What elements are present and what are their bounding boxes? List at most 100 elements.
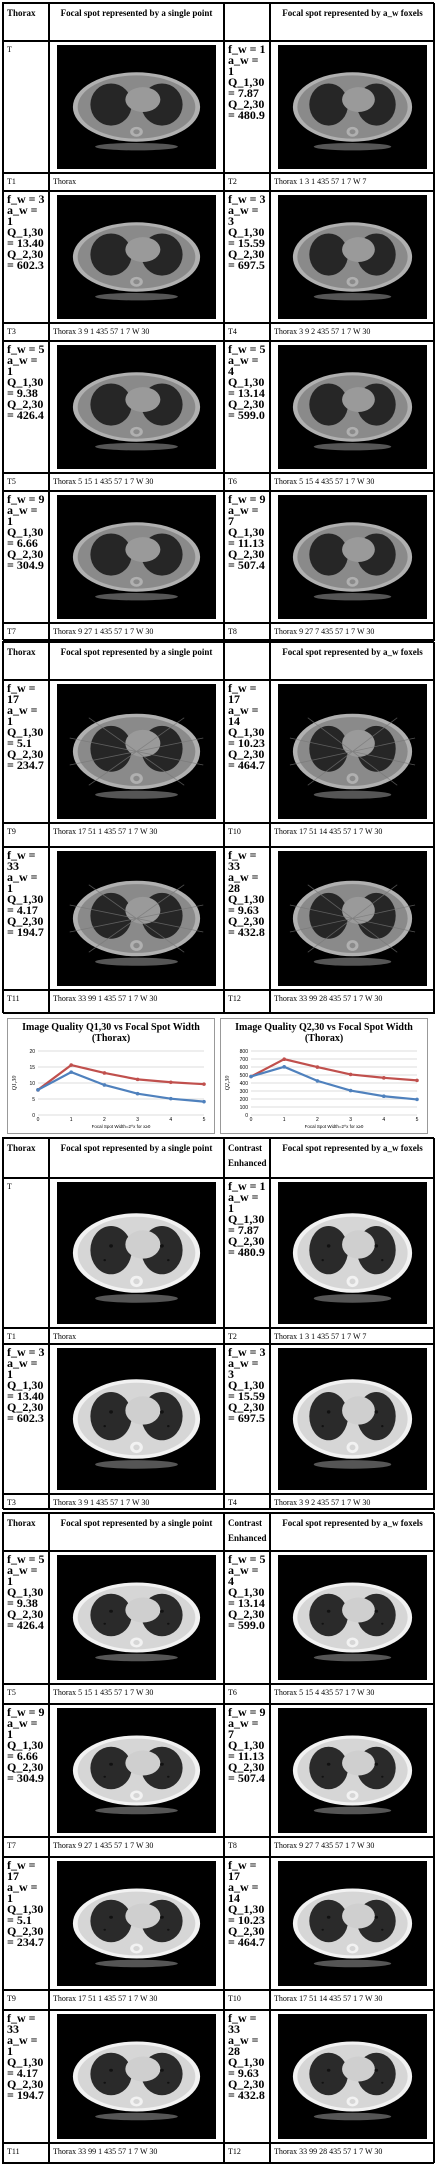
param-line: Q_2,30 = 697.5: [228, 247, 265, 272]
data-point: [135, 1077, 140, 1082]
param-line: Q_2,30 = 426.4: [7, 1607, 44, 1632]
header-thorax: Thorax: [3, 642, 49, 680]
image-cell-right: [270, 341, 435, 473]
param-cell-left: T: [3, 1178, 49, 1328]
image-caption: Thorax 9 27 1 435 57 1 7 W 30: [49, 1837, 224, 1857]
param-cell-left: f_w = 3 a_w = 1 Q_1,30 = 13.40 Q_2,30 = 602…: [3, 1344, 49, 1494]
param-line: Q_2,30 = 464.7: [228, 747, 265, 772]
x-axis-label: Focal Spot Width=2^x for x≥0: [305, 1124, 364, 1129]
data-point: [36, 1088, 40, 1092]
param-line: Q_1,30 = 7.87: [228, 1212, 265, 1237]
param-line: Q_1,30 = 9.38: [7, 375, 44, 400]
param-line: Q_1,30 = 4.17: [7, 2055, 44, 2080]
image-cell-left: [49, 341, 224, 473]
x-tick-label: 1: [70, 1117, 73, 1123]
param-line: Q_2,30 = 234.7: [7, 1924, 44, 1949]
param-cell-right: f_w = 33 a_w = 28 Q_1,30 = 9.63 Q_2,30 = 43…: [224, 847, 270, 990]
image-caption: Thorax 5 15 1 435 57 1 7 W 30: [49, 1684, 224, 1704]
data-point: [415, 1097, 419, 1102]
image-cell-right: [270, 2010, 435, 2143]
y-tick-label: 15: [29, 1065, 35, 1071]
image-id: T3: [3, 1494, 49, 1510]
param-line: f_w = 17: [7, 681, 36, 706]
param-line: Q_1,30 = 11.13: [228, 1738, 265, 1763]
image-id: T1: [3, 1328, 49, 1344]
image-caption: Thorax 1 3 1 435 57 1 7 W 7: [270, 173, 435, 191]
image-id: T11: [3, 2143, 49, 2163]
param-line: f_w = 1: [228, 42, 266, 56]
param-line: Q_1,30 = 6.66: [7, 525, 44, 550]
image-cell-left: [49, 2010, 224, 2143]
series-line: [250, 1058, 418, 1082]
param-line: f_w = 17: [7, 1858, 36, 1883]
ct-image-foxels: [278, 345, 427, 469]
ct-image-foxels: [278, 1182, 427, 1324]
image-id: T6: [224, 473, 270, 491]
param-cell-right: f_w = 3 a_w = 3 Q_1,30 = 15.59 Q_2,30 = 697…: [224, 191, 270, 323]
header-thorax: Thorax: [3, 1138, 49, 1178]
param-line: Q_2,30 = 602.3: [7, 1400, 44, 1425]
param-line: a_w = 1: [7, 503, 38, 528]
image-id: T4: [224, 1494, 270, 1510]
data-point: [348, 1072, 353, 1077]
param-cell-left: T: [3, 41, 49, 173]
param-line: Q_1,30 = 15.59: [228, 1378, 265, 1403]
image-id: T1: [3, 173, 49, 191]
image-caption: Thorax 9 27 1 435 57 1 7 W 30: [49, 623, 224, 641]
param-line: Q_1,30 = 10.23: [228, 725, 265, 750]
data-point: [69, 1063, 73, 1067]
image-id: T5: [3, 1684, 49, 1704]
param-line: f_w = 33: [228, 848, 257, 873]
x-tick-label: 0: [37, 1117, 40, 1123]
x-tick-label: 2: [103, 1117, 106, 1123]
param-line: f_w = 1: [228, 1179, 266, 1193]
param-cell-left: f_w = 5 a_w = 1 Q_1,30 = 9.38 Q_2,30 = 426.…: [3, 1551, 49, 1684]
x-tick-label: 0: [250, 1117, 253, 1123]
y-tick-label: 300: [240, 1089, 249, 1095]
y-tick-label: 5: [32, 1097, 35, 1103]
ct-image-single-point: [57, 345, 216, 469]
image-caption: Thorax 33 99 1 435 57 1 7 W 30: [49, 2143, 224, 2163]
image-caption: Thorax 3 9 2 435 57 1 7 W 30: [270, 1494, 435, 1510]
param-cell-left: f_w = 33 a_w = 1 Q_1,30 = 4.17 Q_2,30 = 194…: [3, 2010, 49, 2143]
y-tick-label: 0: [32, 1113, 35, 1119]
image-cell-left: [49, 1344, 224, 1494]
data-point: [169, 1096, 173, 1101]
y-tick-label: 20: [29, 1049, 35, 1055]
y-tick-label: 800: [240, 1049, 249, 1055]
param-cell-right: f_w = 9 a_w = 7 Q_1,30 = 11.13 Q_2,30 = 507…: [224, 1704, 270, 1837]
data-point: [382, 1094, 386, 1099]
param-line: a_w = 7: [228, 503, 259, 528]
image-cell-left: [49, 1704, 224, 1837]
ct-image-foxels: [278, 851, 427, 986]
param-line: Q_2,30 = 194.7: [7, 2077, 44, 2102]
param-line: Q_1,30 = 5.1: [7, 1902, 44, 1927]
y-tick-label: 400: [240, 1081, 249, 1087]
image-caption: Thorax 3 9 1 435 57 1 7 W 30: [49, 1494, 224, 1510]
param-line: f_w = 33: [7, 2011, 36, 2036]
param-line: a_w = 28: [228, 870, 259, 895]
image-cell-left: [49, 41, 224, 173]
param-line: a_w = 1: [7, 870, 38, 895]
param-line: Q_2,30 = 426.4: [7, 397, 44, 422]
image-cell-left: [49, 1178, 224, 1328]
param-line: a_w = 1: [7, 203, 38, 228]
x-tick-label: 4: [382, 1117, 385, 1123]
param-line: a_w = 7: [228, 1716, 259, 1741]
param-line: Q_2,30 = 480.9: [228, 1234, 265, 1259]
ct-image-single-point: [57, 495, 216, 619]
y-tick-label: 600: [240, 1065, 249, 1071]
param-cell-left: f_w = 33 a_w = 1 Q_1,30 = 4.17 Q_2,30 = 194…: [3, 847, 49, 990]
param-line: Q_2,30 = 432.8: [228, 914, 265, 939]
y-tick-label: 10: [29, 1081, 35, 1087]
series-line: [250, 1065, 418, 1101]
image-cell-right: [270, 1857, 435, 1990]
param-line: a_w = 1: [7, 1356, 38, 1381]
image-caption: Thorax: [49, 1328, 224, 1344]
param-line: a_w = 4: [228, 353, 259, 378]
chart-panel: Image Quality Q1,30 vs Focal Spot Width …: [7, 1018, 215, 1134]
table-section-3: Thorax Focal spot represented by a single…: [2, 1137, 435, 1510]
param-line: Q_2,30 = 234.7: [7, 747, 44, 772]
ct-image-single-point: [57, 2014, 216, 2139]
ct-image-foxels: [278, 1861, 427, 1986]
